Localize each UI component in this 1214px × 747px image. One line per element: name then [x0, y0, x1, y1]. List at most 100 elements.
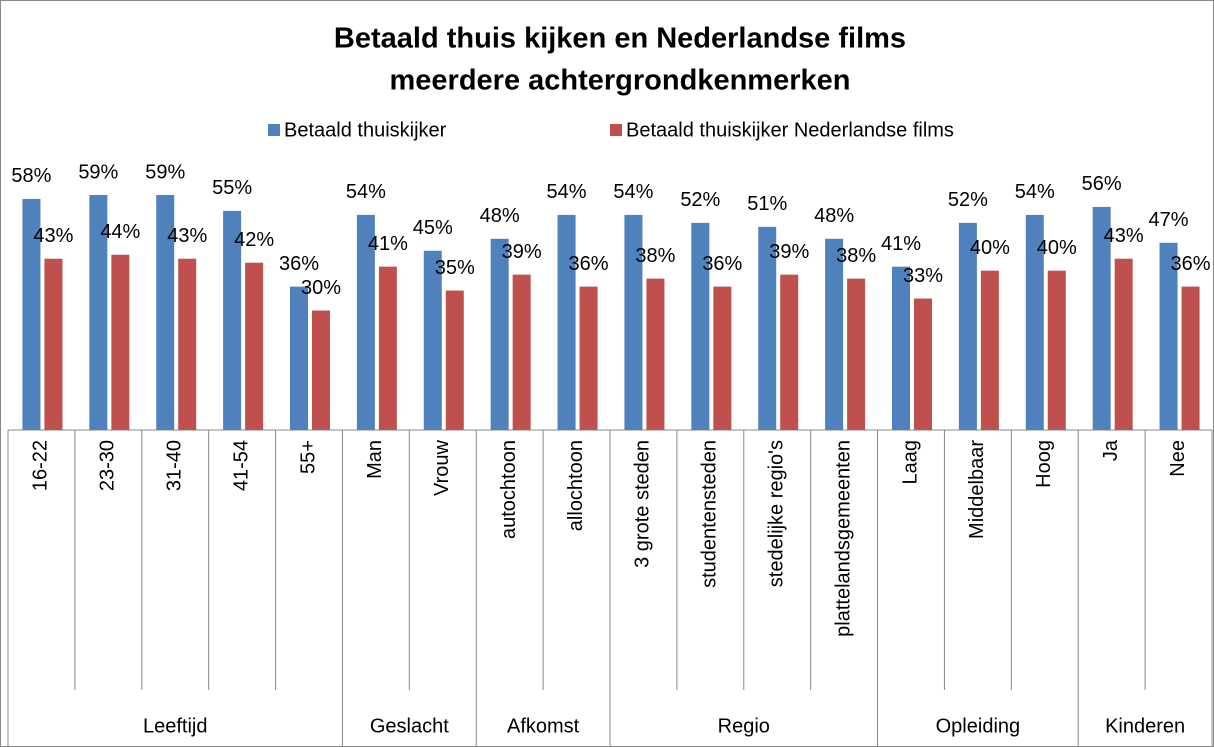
x-tick-label: Nee	[1167, 440, 1189, 477]
x-tick-label: 3 grote steden	[632, 440, 654, 568]
bar	[958, 222, 977, 430]
bar	[378, 266, 397, 430]
data-label: 54%	[346, 181, 386, 203]
data-label: 38%	[635, 245, 675, 267]
x-tick-label: Man	[364, 440, 386, 479]
bar	[646, 278, 665, 430]
x-tick-label: Middelbaar	[966, 440, 988, 539]
data-label: 41%	[368, 233, 408, 255]
data-label: 54%	[1015, 181, 1055, 203]
data-label: 48%	[814, 205, 854, 227]
x-tick-label: 55+	[297, 440, 319, 474]
data-label: 40%	[970, 237, 1010, 259]
data-label: 36%	[1171, 253, 1211, 275]
x-tick-label: autochtoon	[498, 440, 520, 539]
x-tick-label: 41-54	[230, 440, 252, 491]
data-label: 52%	[948, 189, 988, 211]
bar	[245, 262, 264, 430]
data-label: 45%	[413, 217, 453, 239]
data-label: 56%	[1082, 173, 1122, 195]
x-tick-label: 16-22	[30, 440, 52, 491]
data-label: 36%	[279, 253, 319, 275]
data-label: 41%	[881, 233, 921, 255]
x-tick-label: Laag	[899, 440, 921, 485]
bar	[44, 258, 63, 430]
bar	[290, 286, 308, 430]
legend-swatch	[268, 124, 280, 136]
bar	[445, 290, 464, 430]
bar	[579, 286, 598, 430]
data-label: 30%	[301, 277, 341, 299]
data-label: 55%	[212, 177, 252, 199]
bar	[312, 310, 330, 430]
bar	[156, 194, 175, 430]
x-tick-label: Vrouw	[431, 439, 453, 496]
bar	[691, 222, 710, 430]
group-label: Kinderen	[1105, 715, 1185, 737]
bar	[557, 214, 576, 430]
x-tick-label: studentensteden	[699, 440, 721, 588]
bar	[713, 286, 732, 430]
x-tick-label: 31-40	[164, 440, 186, 491]
chart-title: Betaald thuis kijken en Nederlandse film…	[334, 23, 906, 55]
bar	[847, 278, 866, 430]
x-tick-label: Ja	[1100, 439, 1122, 461]
bar	[223, 210, 242, 430]
data-label: 39%	[769, 241, 809, 263]
group-label: Leeftijd	[143, 715, 208, 737]
bar	[1114, 258, 1133, 430]
bar	[89, 194, 108, 430]
data-label: 59%	[145, 161, 185, 183]
bar	[758, 226, 777, 430]
data-label: 36%	[702, 253, 742, 275]
data-label: 36%	[569, 253, 609, 275]
x-tick-label: 23-30	[97, 440, 119, 491]
bar	[512, 274, 531, 430]
data-label: 43%	[167, 225, 207, 247]
data-label: 33%	[903, 265, 943, 287]
data-label: 35%	[435, 257, 475, 279]
data-label: 43%	[33, 225, 73, 247]
group-label: Afkomst	[507, 715, 580, 737]
x-tick-label: stedelijke regio's	[766, 440, 788, 587]
bar	[1047, 270, 1066, 430]
data-label: 44%	[100, 221, 140, 243]
data-label: 48%	[480, 205, 520, 227]
legend-label: Betaald thuiskijker	[284, 119, 447, 141]
bar	[980, 270, 999, 430]
chart-title: meerdere achtergrondkenmerken	[390, 65, 851, 97]
bar	[624, 214, 643, 430]
legend-swatch	[610, 124, 622, 136]
group-label: Geslacht	[370, 715, 449, 737]
group-label: Regio	[718, 715, 770, 737]
data-label: 51%	[747, 193, 787, 215]
bar	[356, 214, 375, 430]
bar	[892, 266, 910, 430]
data-label: 54%	[613, 181, 653, 203]
bar	[490, 238, 509, 430]
data-label: 42%	[234, 229, 274, 251]
bar	[1159, 242, 1178, 430]
data-label: 52%	[680, 189, 720, 211]
legend-label: Betaald thuiskijker Nederlandse films	[626, 119, 954, 141]
bar	[423, 250, 442, 430]
bar	[1092, 206, 1111, 430]
bar	[178, 258, 197, 430]
data-label: 47%	[1149, 209, 1189, 231]
bar	[1181, 286, 1200, 430]
data-label: 40%	[1037, 237, 1077, 259]
data-label: 54%	[547, 181, 587, 203]
bar	[111, 254, 130, 430]
data-label: 58%	[11, 165, 51, 187]
x-tick-label: plattelandsgemeenten	[832, 440, 854, 637]
data-label: 39%	[502, 241, 542, 263]
bar	[22, 198, 41, 430]
bar	[780, 274, 799, 430]
data-label: 59%	[78, 161, 118, 183]
bar	[914, 298, 932, 430]
bar	[1025, 214, 1044, 430]
data-label: 43%	[1104, 225, 1144, 247]
data-label: 38%	[836, 245, 876, 267]
x-tick-label: Hoog	[1033, 440, 1055, 488]
